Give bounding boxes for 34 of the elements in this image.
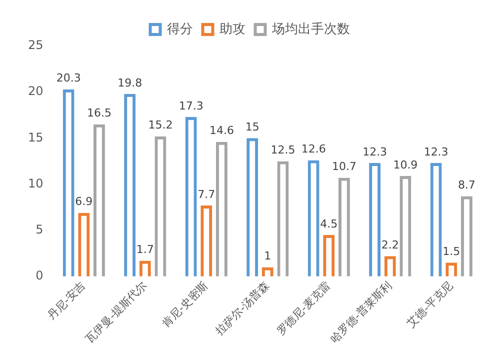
data-label: 1.7	[136, 243, 154, 256]
legend-label: 场均出手次数	[270, 22, 350, 37]
data-label: 1.5	[442, 244, 460, 258]
data-label: 10.9	[393, 158, 418, 172]
data-label: 14.6	[209, 124, 234, 138]
data-label: 10.7	[332, 160, 356, 174]
x-tick-label: 丹尼-安吉	[44, 279, 88, 322]
data-label: 20.3	[56, 72, 81, 85]
x-tick-label: 艾德-平克尼	[404, 279, 456, 330]
x-tick-label: 肯尼-史密斯	[160, 279, 211, 330]
x-tick-label: 拉萨尔-汤普森	[213, 279, 272, 338]
legend-label: 助攻	[219, 22, 246, 37]
data-label: 12.5	[270, 144, 296, 157]
data-label: 4.5	[320, 217, 338, 230]
data-label: 17.3	[178, 99, 204, 112]
data-label: 2.2	[381, 238, 399, 252]
data-label: 1	[264, 250, 272, 263]
y-tick-label: 5	[36, 222, 44, 236]
y-tick-label: 20	[28, 84, 44, 98]
y-tick-label: 10	[28, 176, 44, 190]
data-label: 16.5	[86, 106, 112, 120]
data-label: 15	[245, 120, 260, 134]
data-label: 12.3	[424, 145, 448, 158]
data-label: 19.8	[118, 76, 142, 90]
data-label: 6.9	[75, 195, 93, 208]
y-tick-label: 15	[28, 130, 44, 144]
legend-label: 得分	[166, 22, 193, 37]
y-tick-label: 25	[28, 38, 44, 52]
data-label: 12.6	[301, 142, 326, 156]
data-label: 7.7	[198, 188, 216, 201]
data-label: 12.3	[362, 145, 388, 158]
y-tick-label: 0	[36, 268, 44, 283]
data-label: 15.2	[148, 118, 173, 132]
data-label: 8.7	[458, 178, 476, 192]
